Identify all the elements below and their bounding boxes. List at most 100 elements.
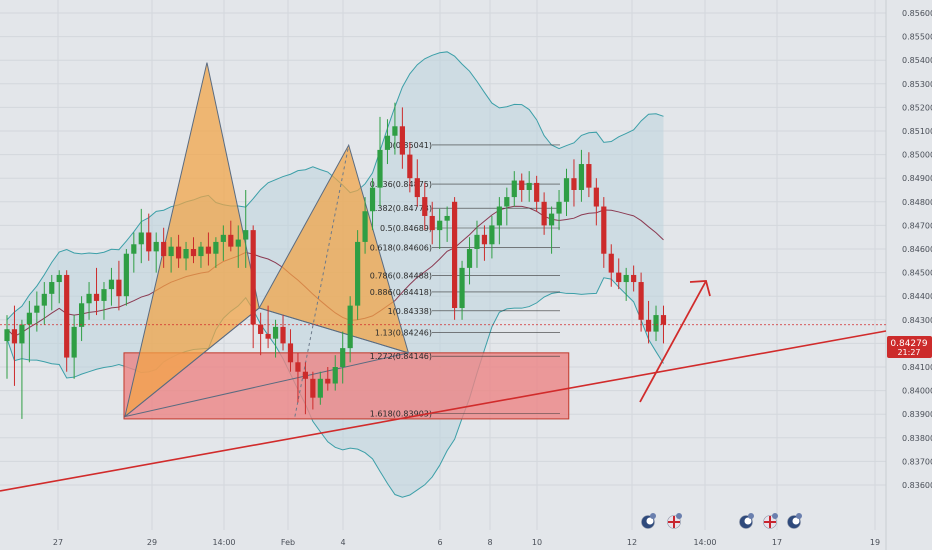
fib-level-label: 1(0.84338) — [388, 307, 432, 316]
candle — [79, 296, 85, 342]
candle — [534, 175, 540, 212]
candle-body — [362, 211, 368, 242]
candle-body — [258, 324, 264, 334]
candle — [325, 367, 331, 391]
candle-body — [56, 274, 62, 283]
moon-event-icon[interactable] — [787, 513, 803, 529]
price-tick-label: 0.84100 — [902, 363, 932, 372]
candle-body — [116, 279, 122, 297]
fib-level-label: 0.618(0.84606) — [370, 244, 432, 253]
candle-body — [34, 305, 40, 313]
candle-body — [511, 180, 517, 198]
candle — [571, 159, 577, 207]
candle-body — [220, 234, 226, 242]
candle-body — [414, 178, 420, 198]
candle — [287, 329, 294, 372]
event-icons[interactable] — [641, 513, 803, 529]
uk-flag-icon[interactable] — [763, 513, 779, 529]
uk-flag-icon[interactable] — [667, 513, 683, 529]
candle-body — [541, 201, 547, 226]
candle-body — [86, 293, 92, 304]
candle-body — [93, 293, 100, 301]
candle — [414, 159, 420, 207]
candle — [660, 305, 667, 344]
price-badge-value: 0.84279 — [890, 339, 927, 349]
moon-event-icon[interactable] — [641, 513, 657, 529]
candle-body — [444, 215, 450, 221]
candle — [586, 152, 592, 198]
candle-body — [190, 249, 197, 257]
candle-body — [235, 239, 241, 247]
candle-body — [280, 326, 286, 344]
time-tick-label: 14:00 — [693, 538, 716, 547]
candle-body — [49, 282, 55, 294]
moon-shape — [792, 517, 800, 525]
candle — [317, 371, 323, 405]
time-tick-label: 8 — [487, 538, 492, 547]
harmonic-pattern[interactable] — [124, 62, 410, 418]
candle — [161, 227, 167, 268]
event-count-dot — [772, 513, 778, 519]
time-tick-label: Feb — [281, 538, 295, 547]
price-tick-label: 0.85600 — [902, 9, 932, 18]
candle-body — [452, 201, 458, 308]
candle-body — [213, 241, 219, 254]
moon-event-icon[interactable] — [739, 513, 755, 529]
candle — [86, 282, 92, 320]
candle — [608, 244, 614, 287]
time-axis[interactable]: 27 29 14:00 Feb 4 6 8 10 12 14:00 17 19 — [53, 538, 880, 547]
candle-body — [101, 289, 107, 301]
candle-body — [71, 326, 77, 358]
fib-level-label: 1.272(0.84146) — [370, 352, 432, 361]
pattern-dashed-leg — [294, 145, 350, 417]
event-count-dot — [796, 513, 802, 519]
candle-body — [19, 324, 25, 344]
candle-body — [295, 362, 301, 372]
candle — [638, 272, 644, 332]
candle-body — [548, 213, 555, 226]
candle — [653, 305, 659, 342]
candle-body — [123, 253, 129, 297]
time-tick-label: 17 — [772, 538, 782, 547]
candle — [407, 142, 413, 193]
price-tick-label: 0.84700 — [902, 221, 932, 230]
price-tick-label: 0.84400 — [902, 292, 932, 301]
forecast-arrow-head — [689, 280, 711, 297]
candle — [190, 237, 197, 264]
candle-body — [205, 246, 212, 254]
candle — [377, 116, 383, 207]
candle — [429, 201, 435, 245]
candle — [578, 149, 585, 202]
price-tick-label: 0.83800 — [902, 434, 932, 443]
moon-shape — [744, 517, 752, 525]
candle — [593, 178, 599, 226]
pattern-leg-bd — [259, 307, 409, 354]
candle-body — [79, 303, 85, 327]
trend-annotations[interactable] — [0, 280, 887, 492]
candle-body — [534, 182, 540, 202]
fib-level-label: 1.618(0.83903) — [370, 409, 432, 418]
fib-level-label: 1.13(0.84246) — [375, 329, 432, 338]
candle-body — [504, 197, 510, 207]
target-zone[interactable] — [123, 352, 570, 420]
candle — [19, 319, 25, 419]
moon-shape — [646, 517, 654, 525]
candle-body — [168, 246, 174, 257]
candle — [556, 190, 562, 231]
target-zone-rect — [123, 352, 570, 420]
candle-body — [422, 197, 428, 216]
candle — [280, 315, 286, 351]
candle — [504, 187, 510, 226]
candle — [474, 220, 480, 268]
candle — [489, 215, 495, 259]
candle-body — [198, 246, 204, 257]
candle — [101, 282, 107, 320]
candle — [631, 265, 637, 292]
candle — [422, 182, 428, 231]
candle-body — [4, 329, 10, 342]
time-tick-label: 19 — [870, 538, 880, 547]
candle — [601, 197, 607, 268]
price-axis[interactable]: 0.85600 0.85500 0.85400 0.85300 0.85200 0.851… — [902, 9, 932, 490]
candles — [4, 102, 667, 419]
